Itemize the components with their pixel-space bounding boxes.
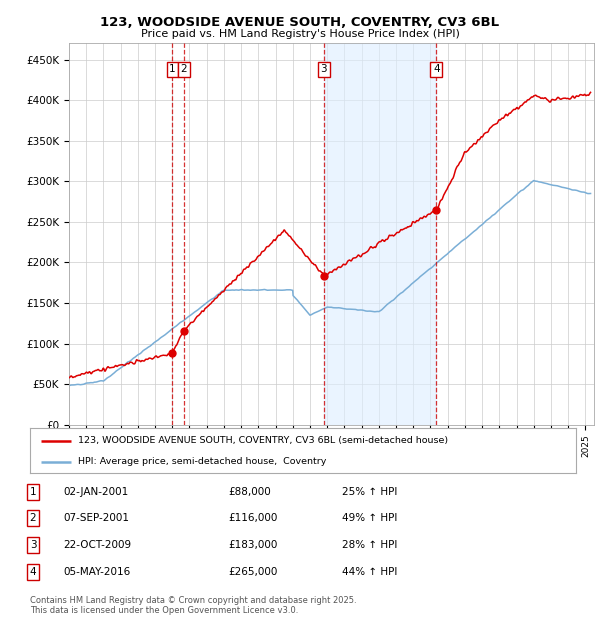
Text: 3: 3: [320, 64, 327, 74]
Text: HPI: Average price, semi-detached house,  Coventry: HPI: Average price, semi-detached house,…: [78, 458, 326, 466]
Text: 2: 2: [29, 513, 37, 523]
Bar: [324, 43, 436, 425]
Text: £183,000: £183,000: [228, 540, 277, 550]
Text: £116,000: £116,000: [228, 513, 277, 523]
Text: 1: 1: [29, 487, 37, 497]
Text: 2: 2: [181, 64, 187, 74]
Text: 44% ↑ HPI: 44% ↑ HPI: [342, 567, 397, 577]
Text: 22-OCT-2009: 22-OCT-2009: [63, 540, 131, 550]
Text: 07-SEP-2001: 07-SEP-2001: [63, 513, 129, 523]
Text: Price paid vs. HM Land Registry's House Price Index (HPI): Price paid vs. HM Land Registry's House …: [140, 29, 460, 39]
Text: 123, WOODSIDE AVENUE SOUTH, COVENTRY, CV3 6BL: 123, WOODSIDE AVENUE SOUTH, COVENTRY, CV…: [100, 17, 500, 29]
Text: 123, WOODSIDE AVENUE SOUTH, COVENTRY, CV3 6BL (semi-detached house): 123, WOODSIDE AVENUE SOUTH, COVENTRY, CV…: [78, 436, 448, 445]
Text: 28% ↑ HPI: 28% ↑ HPI: [342, 540, 397, 550]
Text: 05-MAY-2016: 05-MAY-2016: [63, 567, 130, 577]
Text: 4: 4: [29, 567, 37, 577]
Text: £265,000: £265,000: [228, 567, 277, 577]
Text: 3: 3: [29, 540, 37, 550]
Text: Contains HM Land Registry data © Crown copyright and database right 2025.
This d: Contains HM Land Registry data © Crown c…: [30, 596, 356, 615]
Text: 49% ↑ HPI: 49% ↑ HPI: [342, 513, 397, 523]
Text: £88,000: £88,000: [228, 487, 271, 497]
Text: 25% ↑ HPI: 25% ↑ HPI: [342, 487, 397, 497]
Text: 02-JAN-2001: 02-JAN-2001: [63, 487, 128, 497]
Text: 1: 1: [169, 64, 176, 74]
Text: 4: 4: [433, 64, 440, 74]
